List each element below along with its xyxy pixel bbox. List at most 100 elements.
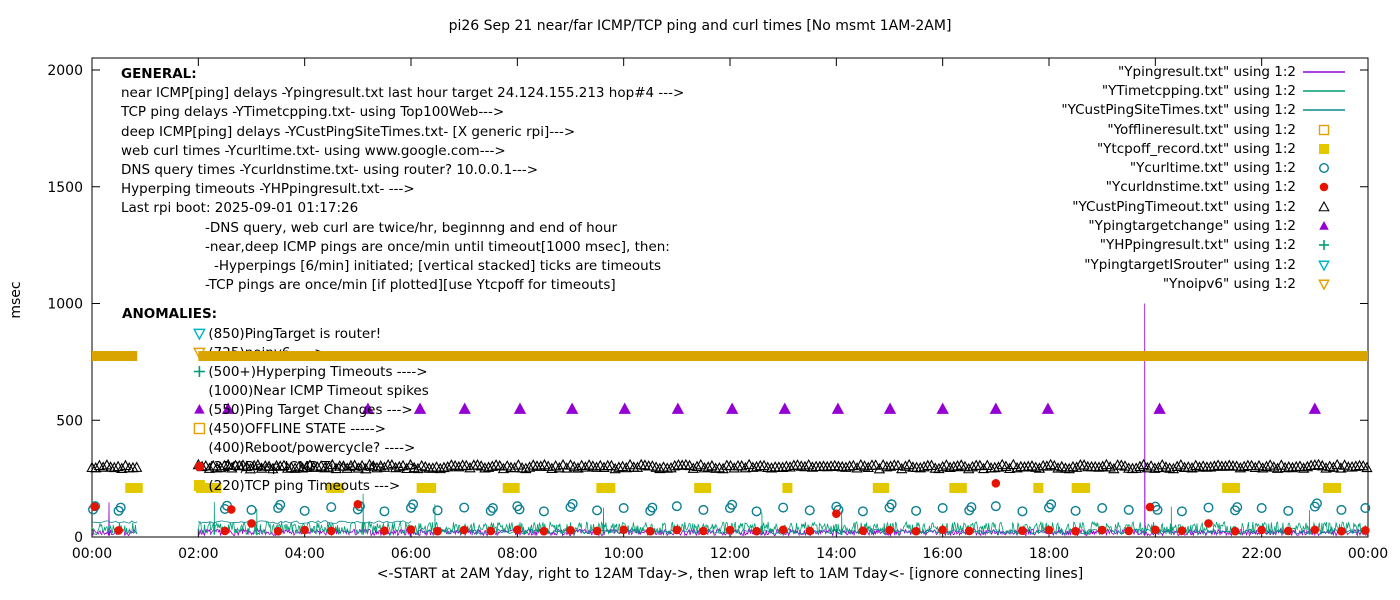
circle-filled-marker — [1071, 526, 1080, 536]
triangle-open-marker — [438, 461, 450, 473]
triangle-open-marker — [590, 461, 603, 472]
y-tick-label: 1000 — [47, 297, 83, 313]
legend-marker-glyph — [1319, 240, 1329, 251]
legend-marker-glyph — [1319, 143, 1329, 154]
triangle-open-marker — [1346, 460, 1358, 472]
triangle-open-marker — [1137, 458, 1150, 470]
triangle-filled-marker — [725, 402, 739, 414]
legend-marker-triangle-filled — [1302, 218, 1346, 234]
triangle-open-marker — [717, 462, 729, 474]
legend-item: "Ynoipv6" using 1:2 — [1061, 274, 1346, 293]
circle-filled-marker — [273, 526, 283, 536]
general-line: -Hyperpings [6/min] initiated; [vertical… — [214, 258, 662, 275]
triangle-open-marker — [750, 460, 763, 472]
circle-filled-marker — [619, 525, 628, 535]
square-filled-marker — [509, 482, 520, 493]
legend-label: "YHPpingresult.txt" using 1:2 — [1099, 237, 1296, 254]
triangle-open-marker — [1070, 461, 1083, 472]
triangle-open-marker — [665, 461, 677, 473]
triangle-open-marker — [285, 461, 298, 473]
circle-open-marker — [567, 498, 578, 509]
x-tick-label: 14:00 — [816, 546, 856, 562]
circle-filled-marker — [699, 526, 708, 536]
square-filled-marker — [334, 482, 345, 493]
general-header: GENERAL: — [121, 66, 197, 82]
x-tick-label: 02:00 — [178, 546, 218, 562]
triangle-open-marker — [442, 460, 454, 472]
triangle-open-marker — [691, 460, 703, 472]
triangle-open-marker — [412, 462, 424, 474]
circle-open-marker — [1176, 506, 1187, 517]
circle-open-marker — [1256, 503, 1267, 514]
triangle-filled-marker — [831, 402, 845, 414]
square-filled-marker — [1331, 482, 1342, 493]
triangle-open-marker — [352, 462, 365, 473]
legend-marker-line — [1302, 64, 1346, 80]
triangle-open-marker — [1260, 460, 1273, 472]
triangle-open-marker — [687, 462, 699, 473]
circle-filled-marker — [991, 478, 1001, 488]
triangle-open-marker — [1286, 461, 1299, 473]
triangle-open-marker — [870, 459, 882, 470]
triangle-open-marker — [1067, 460, 1079, 472]
triangle-open-marker — [1108, 462, 1120, 474]
triangle-open-marker — [1052, 462, 1064, 473]
legend-marker-glyph — [1319, 163, 1330, 174]
triangle-open-marker — [1257, 462, 1269, 473]
circle-filled-marker — [353, 500, 363, 509]
triangle-open-marker — [1331, 458, 1343, 470]
circle-open-marker — [1283, 505, 1294, 516]
legend-marker-tri-down-open — [1302, 276, 1346, 292]
general-line: deep ICMP[ping] delays -YCustPingSiteTim… — [121, 123, 576, 140]
legend-item: "YCustPingTimeout.txt" using 1:2 — [1061, 197, 1346, 216]
triangle-open-marker — [1279, 461, 1291, 473]
square-filled-marker — [694, 482, 705, 493]
circle-filled-marker — [1257, 525, 1266, 535]
triangle-open-marker — [214, 461, 227, 473]
triangle-open-marker — [1130, 462, 1142, 473]
legend-marker-glyph — [1318, 279, 1330, 291]
circle-filled-marker — [194, 461, 205, 472]
circle-open-marker — [671, 501, 682, 512]
circle-open-marker — [1203, 502, 1214, 513]
x-tick-label: 18:00 — [1029, 546, 1069, 562]
circle-open-marker — [966, 502, 977, 513]
circle-filled-marker — [592, 526, 602, 536]
triangle-open-marker — [840, 461, 852, 472]
triangle-open-marker — [914, 461, 927, 473]
triangle-open-marker — [252, 459, 264, 470]
triangle-open-marker — [393, 460, 405, 472]
legend-label: "Yofflineresult.txt" using 1:2 — [1107, 121, 1296, 138]
x-tick-label: 12:00 — [710, 546, 750, 562]
triangle-open-marker — [486, 460, 499, 471]
legend-marker-tri-down-open — [1302, 257, 1346, 273]
triangle-filled-marker — [618, 402, 631, 414]
triangle-open-marker — [739, 461, 752, 473]
triangle-open-marker — [1186, 462, 1198, 473]
square-filled-marker — [125, 482, 136, 493]
square-filled-marker — [949, 482, 960, 493]
circle-open-marker — [487, 503, 498, 514]
circle-filled-marker — [964, 526, 974, 536]
circle-filled-marker — [725, 525, 735, 535]
general-line: Hyperping timeouts -YHPpingresult.txt- -… — [121, 181, 415, 198]
circle-open-marker — [1336, 504, 1347, 515]
triangle-filled-marker — [1319, 221, 1329, 230]
legend-marker-glyph — [1303, 90, 1345, 92]
circle-open-marker — [618, 503, 629, 514]
circle-filled-marker — [220, 526, 230, 536]
triangle-open-marker — [776, 461, 789, 472]
triangle-open-marker — [631, 461, 644, 472]
legend-label: "YTimetcpping.txt" using 1:2 — [1101, 82, 1296, 99]
circle-filled-marker — [752, 526, 761, 536]
triangle-open-marker — [695, 458, 707, 470]
triangle-open-marker — [1283, 461, 1295, 472]
triangle-open-marker — [497, 462, 510, 474]
noise-line-Ypingresult — [91, 502, 138, 537]
circle-open-marker — [299, 505, 310, 516]
triangle-open-marker — [233, 459, 245, 471]
circle-open-marker — [1319, 163, 1330, 174]
legend-label: "YpingtargetISrouter" using 1:2 — [1084, 256, 1296, 273]
anomaly-line: (850)PingTarget is router! — [208, 326, 381, 342]
triangle-open-marker — [933, 462, 945, 474]
